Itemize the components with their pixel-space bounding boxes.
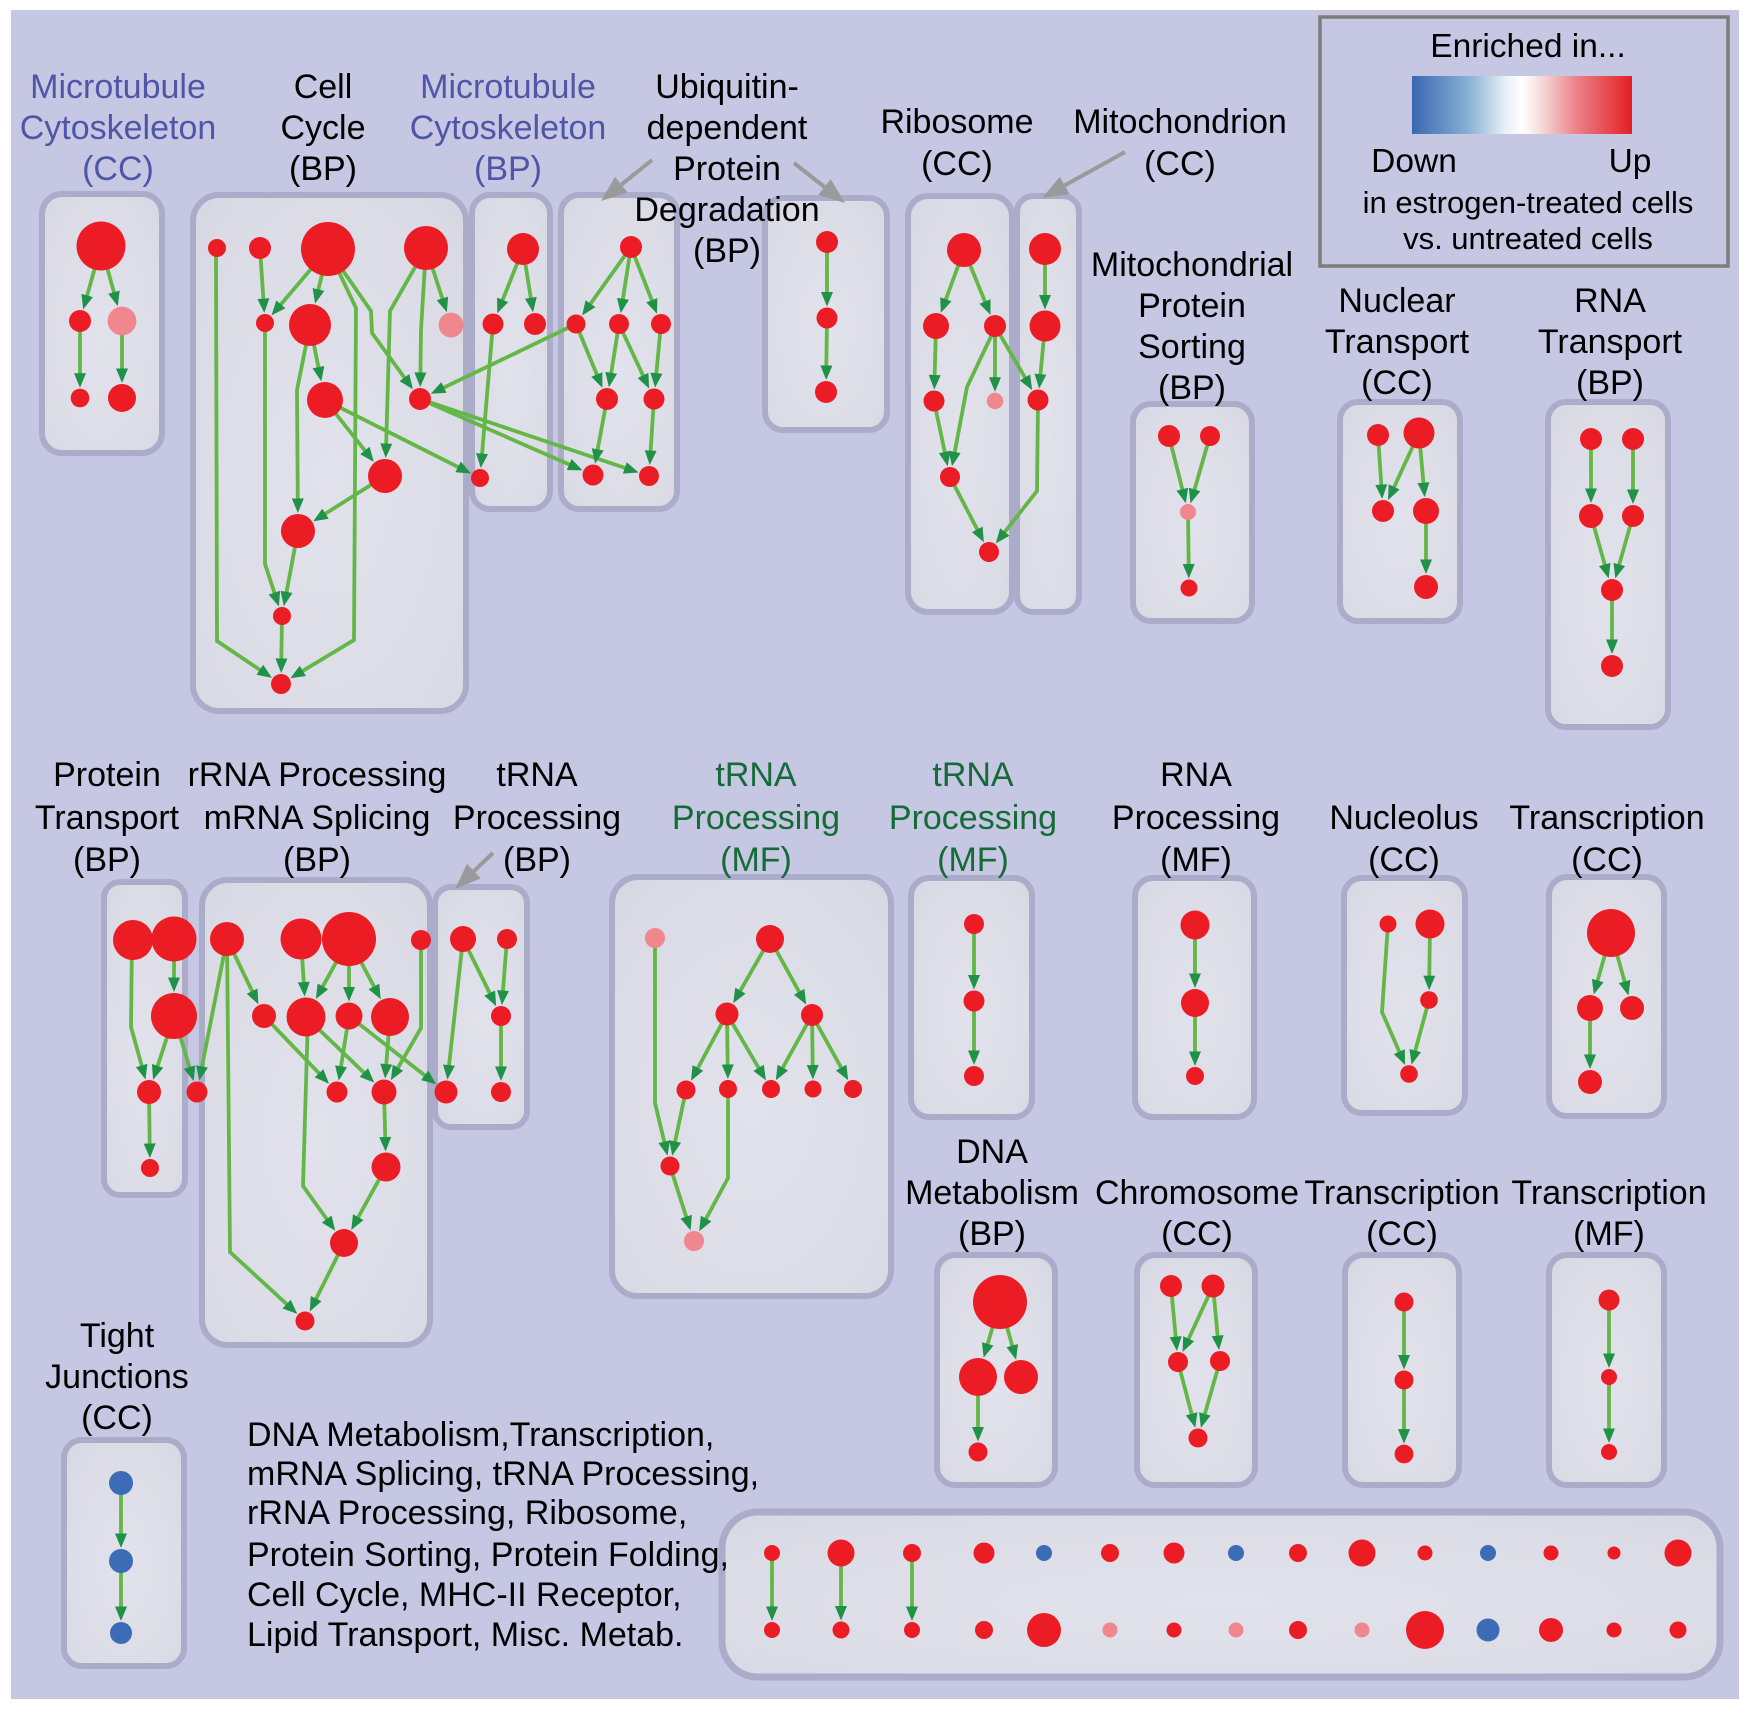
svg-text:(BP): (BP) <box>474 150 542 188</box>
svg-text:(MF): (MF) <box>1160 841 1232 879</box>
svg-text:Cytoskeleton: Cytoskeleton <box>20 109 217 147</box>
svg-text:RNA: RNA <box>1160 756 1232 794</box>
svg-text:Protein: Protein <box>673 150 781 188</box>
svg-text:mRNA Splicing: mRNA Splicing <box>204 799 431 837</box>
svg-text:(CC): (CC) <box>1366 1215 1438 1253</box>
svg-text:Enriched in...: Enriched in... <box>1430 28 1626 65</box>
svg-text:(BP): (BP) <box>289 150 357 188</box>
svg-text:Sorting: Sorting <box>1138 328 1246 366</box>
svg-text:(BP): (BP) <box>283 841 351 879</box>
svg-text:(CC): (CC) <box>1161 1215 1233 1253</box>
svg-text:Mitochondrial: Mitochondrial <box>1091 246 1293 284</box>
svg-text:Transport: Transport <box>1538 323 1683 361</box>
svg-text:Degradation: Degradation <box>634 191 819 229</box>
svg-text:Junctions: Junctions <box>45 1358 189 1396</box>
svg-text:Cell: Cell <box>294 68 353 106</box>
svg-text:tRNA: tRNA <box>715 756 797 794</box>
svg-text:tRNA: tRNA <box>496 756 578 794</box>
svg-text:(BP): (BP) <box>1576 364 1644 402</box>
svg-text:Transport: Transport <box>35 799 180 837</box>
svg-text:Cytoskeleton: Cytoskeleton <box>410 109 607 147</box>
svg-text:Protein Sorting, Protein Foldi: Protein Sorting, Protein Folding, <box>247 1536 729 1574</box>
svg-text:Microtubule: Microtubule <box>420 68 596 106</box>
svg-text:(CC): (CC) <box>82 150 154 188</box>
svg-text:(CC): (CC) <box>1571 841 1643 879</box>
svg-text:Protein: Protein <box>53 756 161 794</box>
svg-text:Processing: Processing <box>889 799 1057 837</box>
svg-text:(CC): (CC) <box>81 1399 153 1437</box>
svg-text:(MF): (MF) <box>937 841 1009 879</box>
svg-text:Up: Up <box>1609 143 1652 180</box>
svg-text:Transport: Transport <box>1325 323 1470 361</box>
svg-text:Processing: Processing <box>453 799 621 837</box>
svg-text:Chromosome: Chromosome <box>1095 1174 1299 1212</box>
svg-text:Nuclear: Nuclear <box>1338 282 1455 320</box>
svg-text:Cell Cycle, MHC-II Receptor,: Cell Cycle, MHC-II Receptor, <box>247 1576 682 1614</box>
svg-text:in estrogen-treated cells: in estrogen-treated cells <box>1363 185 1694 220</box>
svg-text:(BP): (BP) <box>958 1215 1026 1253</box>
svg-text:Processing: Processing <box>672 799 840 837</box>
svg-text:dependent: dependent <box>647 109 808 147</box>
svg-text:(MF): (MF) <box>1573 1215 1645 1253</box>
svg-text:Processing: Processing <box>1112 799 1280 837</box>
svg-text:(BP): (BP) <box>73 841 141 879</box>
svg-text:rRNA Processing, Ribosome,: rRNA Processing, Ribosome, <box>247 1494 687 1532</box>
svg-text:Lipid Transport, Misc. Metab.: Lipid Transport, Misc. Metab. <box>247 1616 684 1654</box>
svg-text:RNA: RNA <box>1574 282 1646 320</box>
svg-text:DNA Metabolism,Transcription,: DNA Metabolism,Transcription, <box>247 1416 714 1454</box>
svg-text:Ubiquitin-: Ubiquitin- <box>655 68 799 106</box>
svg-text:(CC): (CC) <box>1368 841 1440 879</box>
svg-text:Transcription: Transcription <box>1511 1174 1706 1212</box>
svg-text:Mitochondrion: Mitochondrion <box>1073 103 1287 141</box>
svg-text:Cycle: Cycle <box>280 109 365 147</box>
svg-text:Transcription: Transcription <box>1304 1174 1499 1212</box>
svg-text:Tight: Tight <box>80 1317 155 1355</box>
svg-text:(CC): (CC) <box>1361 364 1433 402</box>
svg-text:(CC): (CC) <box>921 145 993 183</box>
svg-text:Protein: Protein <box>1138 287 1246 325</box>
svg-text:Nucleolus: Nucleolus <box>1329 799 1478 837</box>
svg-text:(BP): (BP) <box>693 232 761 270</box>
svg-text:Down: Down <box>1371 143 1457 180</box>
svg-text:(BP): (BP) <box>1158 369 1226 407</box>
svg-text:Microtubule: Microtubule <box>30 68 206 106</box>
svg-text:rRNA Processing: rRNA Processing <box>188 756 447 794</box>
svg-text:DNA: DNA <box>956 1133 1028 1171</box>
svg-text:Ribosome: Ribosome <box>880 103 1033 141</box>
svg-text:(BP): (BP) <box>503 841 571 879</box>
svg-text:(CC): (CC) <box>1144 145 1216 183</box>
svg-text:mRNA Splicing, tRNA Processing: mRNA Splicing, tRNA Processing, <box>247 1455 759 1493</box>
svg-text:tRNA: tRNA <box>932 756 1014 794</box>
svg-text:Transcription: Transcription <box>1509 799 1704 837</box>
svg-text:vs. untreated cells: vs. untreated cells <box>1403 221 1653 256</box>
svg-text:(MF): (MF) <box>720 841 792 879</box>
svg-text:Metabolism: Metabolism <box>905 1174 1079 1212</box>
